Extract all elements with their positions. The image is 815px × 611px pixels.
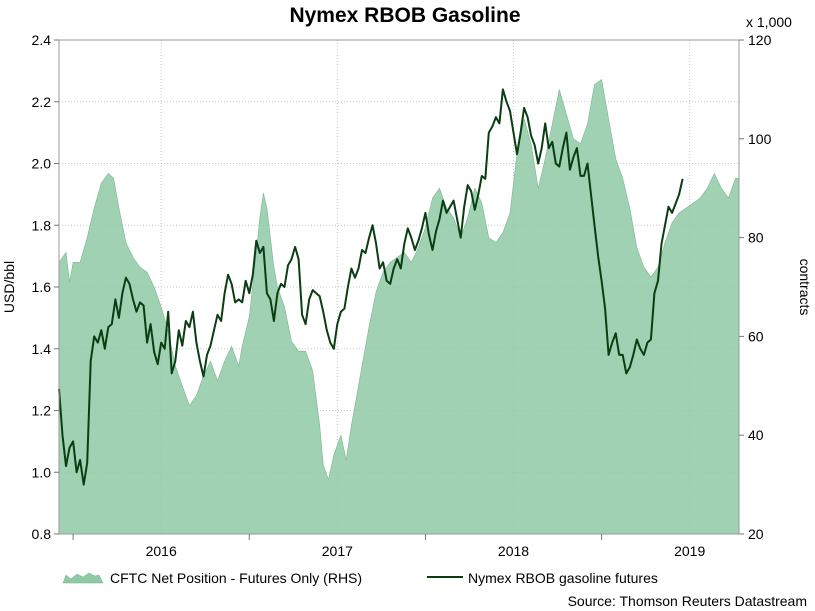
- y-tick-label: 1.4: [32, 341, 52, 357]
- y2-tick-label: 40: [748, 427, 764, 443]
- y-tick-label: 1.0: [32, 464, 52, 480]
- legend-item-area: CFTC Net Position - Futures Only (RHS): [62, 570, 362, 586]
- x-tick-label: 2016: [146, 543, 177, 559]
- left-axis-ticks: 0.8 1.0 1.2 1.4 1.6 1.8 2.0 2.2 2.4: [32, 32, 59, 542]
- x-tick-label: 2019: [674, 543, 705, 559]
- y-tick-label: 2.2: [32, 94, 52, 110]
- y2-tick-label: 80: [748, 230, 764, 246]
- y2-tick-label: 60: [748, 328, 764, 344]
- y-tick-label: 2.4: [32, 32, 52, 48]
- right-axis-ticks: 20 40 60 80 100 120: [739, 32, 772, 542]
- y-tick-label: 1.6: [32, 279, 52, 295]
- legend-item-line: Nymex RBOB gasoline futures: [427, 570, 658, 586]
- y2-axis-label: contracts: [797, 259, 813, 316]
- line-series-layer: [58, 88, 684, 486]
- source-note: Source: Thomson Reuters Datastream: [568, 593, 807, 609]
- y-tick-label: 1.8: [32, 217, 52, 233]
- legend-area-swatch: [62, 572, 104, 584]
- y2-tick-label: 100: [748, 131, 772, 147]
- y-tick-label: 0.8: [32, 526, 52, 542]
- x-tick-label: 2018: [498, 543, 529, 559]
- y2-multiplier-label: x 1,000: [746, 14, 792, 30]
- y2-tick-label: 20: [748, 526, 764, 542]
- x-axis-ticks: 2016 2017 2018 2019: [72, 534, 705, 559]
- y-tick-label: 2.0: [32, 156, 52, 172]
- x-tick-label: 2017: [322, 543, 353, 559]
- y-tick-label: 1.2: [32, 403, 52, 419]
- legend-line-label: Nymex RBOB gasoline futures: [468, 570, 658, 586]
- y2-tick-label: 120: [748, 32, 772, 48]
- chart-title: Nymex RBOB Gasoline: [289, 4, 520, 27]
- y-axis-label: USD/bbl: [1, 261, 17, 313]
- series-line-rbob-futures: [58, 88, 684, 486]
- legend-area-label: CFTC Net Position - Futures Only (RHS): [110, 570, 362, 586]
- legend: CFTC Net Position - Futures Only (RHS) N…: [62, 570, 658, 586]
